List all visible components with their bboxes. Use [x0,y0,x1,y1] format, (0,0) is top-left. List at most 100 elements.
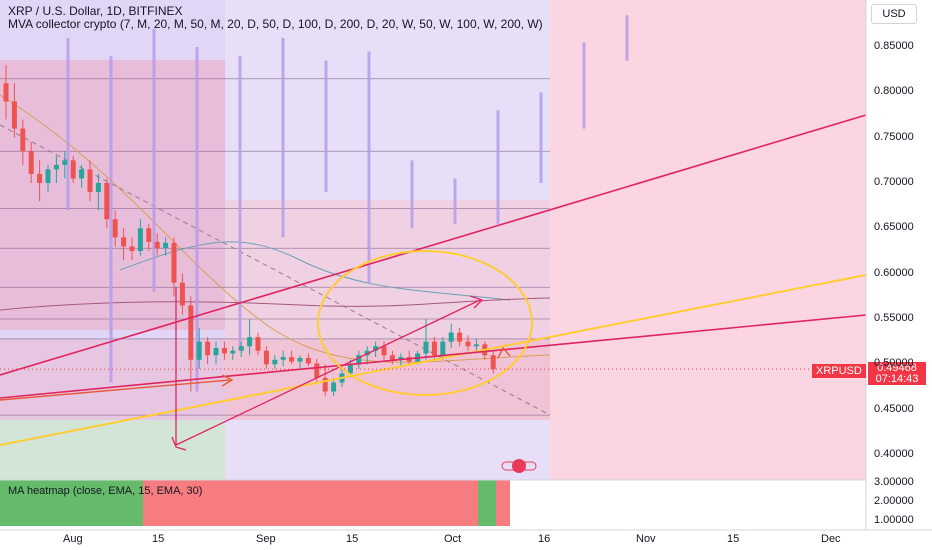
price-tag: 0.49468 07:14:43 [868,362,926,385]
trendline-red-low [0,314,867,399]
candle-body-4 [37,173,43,183]
candle-body-10 [87,169,93,193]
price-tick-label: 0.75000 [874,130,914,143]
candle-body-3 [28,151,34,174]
candle-body-45 [381,346,387,356]
highlight-ellipse [317,250,533,396]
candle-body-5 [45,169,51,183]
projection-bar-9 [453,178,457,224]
projection-bar-8 [410,160,414,229]
arrow-head-red [469,295,484,309]
price-tick-label: 0.55000 [874,312,914,324]
arrow-head-down [171,436,187,451]
candle-body-11 [95,183,101,193]
candle-body-56 [473,344,479,347]
projection-bar-11 [539,92,543,183]
arrow-head-orange [221,374,234,387]
projection-bar-6 [324,60,328,193]
candle-body-38 [322,377,328,392]
candle-body-35 [297,357,303,362]
ma-curve-purple [0,297,551,311]
candle-body-12 [104,183,110,220]
time-tick-label: Nov [636,533,656,545]
price-tick-label: 0.45000 [874,402,914,415]
time-tick-label: 15 [346,533,359,545]
candle-body-53 [448,332,454,342]
candle-body-8 [70,160,76,179]
heatmap-segment-2 [478,480,496,526]
candle-body-24 [205,341,211,356]
candle-body-26 [221,348,227,354]
price-tick-label: 0.65000 [874,221,914,234]
candle-body-15 [129,246,135,251]
candle-body-31 [263,350,269,365]
candle-body-22 [188,305,194,360]
time-tick-label: 16 [538,533,551,545]
candle-body-19 [163,242,169,249]
candle-body-52 [440,341,446,356]
candle-body-44 [373,346,379,351]
candle-body-47 [398,357,404,360]
arrow-head-small [497,346,511,359]
candle-body-51 [431,341,437,356]
arrow-line-red [175,299,481,446]
price-tick-label: 0.70000 [874,176,914,188]
candle-body-43 [364,350,370,356]
candle-body-41 [347,364,353,374]
candle-body-50 [423,341,429,354]
pink-zone-right [550,0,866,480]
candle-body-46 [389,355,395,360]
projection-bar-10 [496,110,500,224]
heatmap-segment-1 [143,480,478,526]
chart-title: XRP / U.S. Dollar, 1D, BITFINEX [8,4,183,18]
candle-body-42 [356,355,362,365]
candle-body-39 [331,382,337,392]
candle-body-6 [53,164,59,170]
trendline-yellow [0,274,867,446]
price-tick-label: 0.85000 [874,40,914,52]
candle-body-1 [11,101,17,129]
time-tick-label: Sep [256,533,276,545]
heatmap-legend: MA heatmap (close, EMA, 15, EMA, 30) [8,485,203,497]
candle-body-34 [289,357,295,362]
event-badge-icon [512,459,526,473]
time-tick-label: Oct [444,533,462,545]
candle-body-30 [255,337,261,351]
heatmap-tick-label: 1.00000 [874,514,914,526]
heatmap-tick-label: 3.00000 [874,476,914,488]
candle-body-32 [272,359,278,365]
ma-curve-teal [119,241,511,301]
candle-body-20 [171,242,177,283]
projection-bar-3 [195,47,199,392]
candle-body-0 [3,83,9,102]
projection-bar-2 [152,28,156,292]
heatmap-segment-0 [0,480,143,526]
time-tick-label: 15 [727,533,740,545]
candle-body-33 [280,357,286,360]
band-zone [0,340,550,420]
heatmap-segment-3 [496,480,510,526]
candle-body-28 [238,346,244,351]
green-zone [0,420,225,480]
time-tick-label: Dec [821,533,841,545]
currency-button[interactable]: USD [871,4,917,24]
ma-curve-orange [0,94,551,363]
symbol-tag: XRPUSD [812,364,866,378]
time-tick-label: 15 [152,533,165,545]
candle-body-25 [213,348,219,356]
candle-body-54 [457,332,463,342]
candle-body-13 [112,219,118,238]
candle-body-37 [314,363,320,378]
candle-body-17 [146,228,152,242]
arrow-line-orange [0,379,231,401]
candle-body-27 [230,350,236,354]
candle-body-7 [62,160,68,165]
indicator-legend: MVA collector crypto (7, M, 20, M, 50, M… [8,17,543,31]
bar-countdown: 07:14:43 [875,373,919,385]
last-price: 0.49468 [877,362,917,374]
projection-bar-1 [109,56,113,383]
time-tick-label: Aug [63,533,83,545]
trendline-red-up [0,114,867,376]
